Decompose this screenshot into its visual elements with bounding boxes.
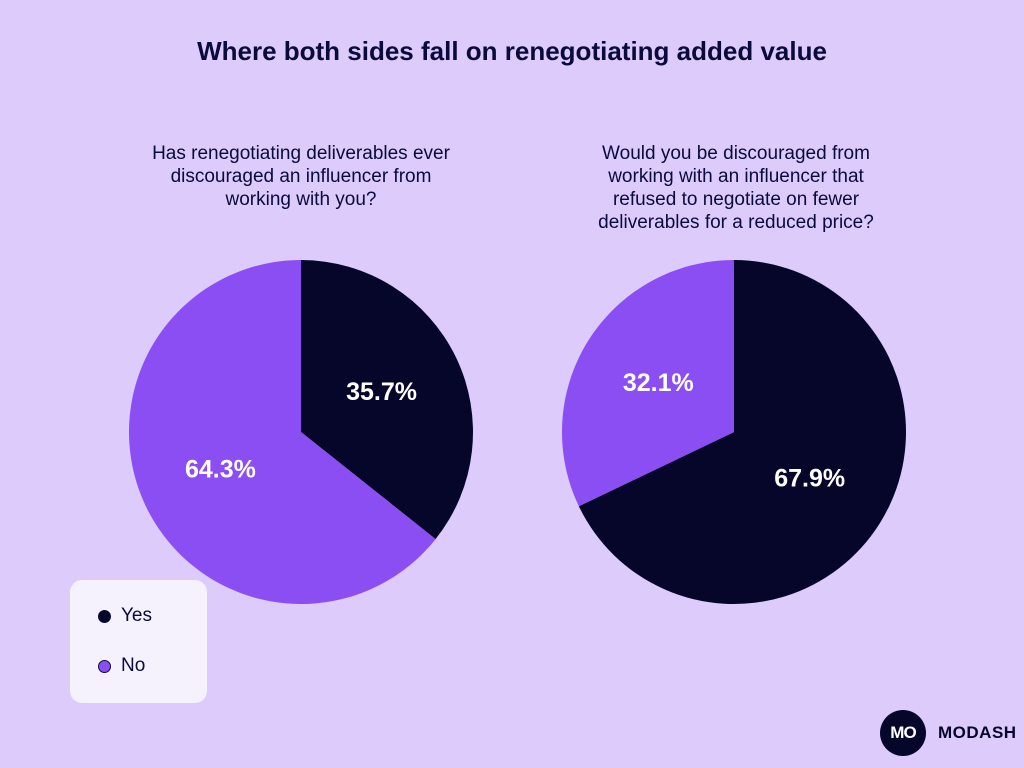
chart-title: Where both sides fall on renegotiating a…	[197, 36, 827, 66]
brand-logo: MO	[880, 710, 926, 756]
pie-2-label-yes: 67.9%	[774, 464, 845, 492]
pie-2-label-no: 32.1%	[623, 369, 694, 397]
legend-label-yes: Yes	[121, 605, 152, 626]
brand-name: MODASH	[938, 723, 1017, 742]
pie-chart-1: 35.7% 64.3%	[128, 260, 473, 605]
legend-swatch-no	[98, 659, 111, 673]
brand: MO MODASH	[880, 710, 1017, 756]
pie-2-slice-no	[562, 260, 734, 507]
pie-2-slice-yes	[578, 260, 906, 604]
pie-1-slice-yes	[301, 260, 473, 540]
pie-1-slice-no	[128, 260, 436, 605]
legend-label-no: No	[121, 655, 146, 676]
pie-2-question: Would you be discouraged from working wi…	[598, 143, 874, 233]
legend-item-no: No	[98, 655, 145, 677]
legend-item-yes: Yes	[98, 605, 152, 627]
pie-chart-2: 67.9% 32.1%	[562, 260, 906, 604]
legend-swatch-yes	[98, 609, 111, 623]
legend: Yes No	[70, 580, 207, 703]
pie-1-label-no: 64.3%	[185, 455, 256, 483]
pie-1-label-yes: 35.7%	[346, 378, 417, 406]
pie-1-question: Has renegotiating deliverables ever disc…	[152, 143, 450, 210]
